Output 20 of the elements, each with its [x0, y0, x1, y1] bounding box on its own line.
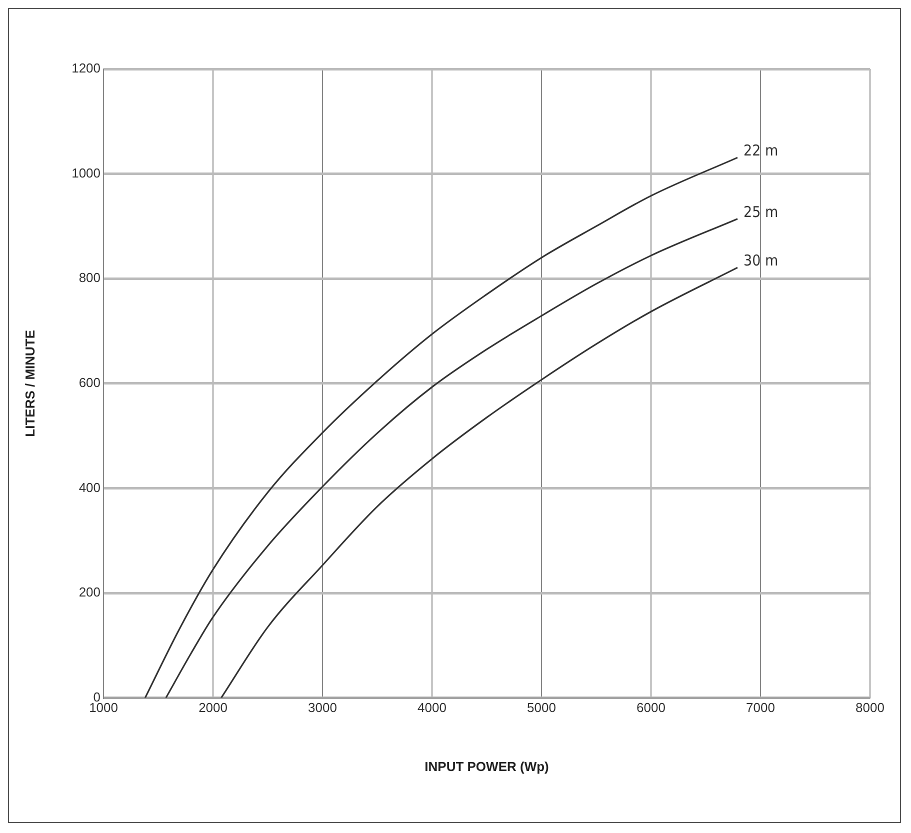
x-tick-label: 6000	[636, 700, 666, 716]
y-tick-label: 200	[78, 584, 101, 600]
y-tick-label: 1000	[72, 165, 101, 180]
frame: INPUT POWER (Wp) LITERS / MINUTE 1000 2000 3000 4000 5000 6000 7000 8000 0 200 400 600 800 1000 1200 22 m 25 m 30 m	[8, 8, 901, 823]
y-tick-label: 600	[78, 374, 101, 390]
y-tick-label: 800	[78, 270, 101, 286]
x-tick-label: 2000	[198, 700, 228, 716]
series-label: 25 m	[744, 202, 778, 221]
y-tick-label: 400	[78, 480, 101, 495]
x-tick-label: 5000	[527, 700, 556, 716]
x-tick-label: 3000	[308, 700, 337, 716]
x-tick-label: 8000	[856, 700, 884, 716]
series-label: 30 m	[744, 251, 778, 270]
x-tick-label: 4000	[418, 700, 446, 716]
x-tick-label: 7000	[746, 700, 775, 716]
x-axis-title: INPUT POWER (Wp)	[424, 758, 549, 774]
y-axis-title: LITERS / MINUTE	[22, 330, 38, 437]
line-series	[220, 266, 738, 698]
series-label: 22 m	[744, 141, 778, 160]
y-tick-label: 1200	[72, 60, 101, 76]
